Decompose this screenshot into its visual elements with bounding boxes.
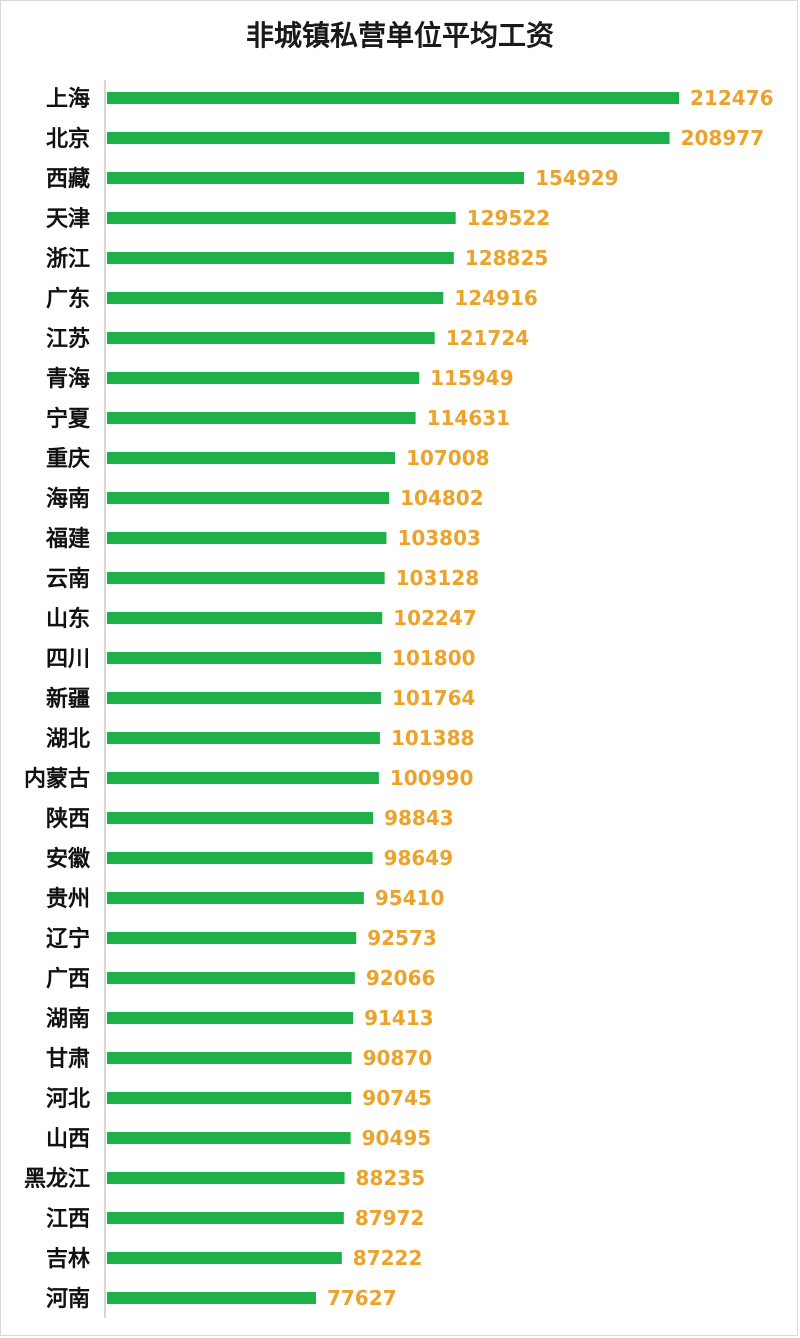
bar [107,1052,352,1064]
category-label: 福建 [45,527,90,552]
data-label: 121724 [446,326,529,350]
data-label: 90745 [362,1086,432,1110]
chart-title: 非城镇私营单位平均工资 [246,19,554,52]
bar [107,732,380,744]
category-label: 海南 [46,486,90,512]
data-label: 90495 [362,1126,432,1150]
bar [107,572,385,584]
data-label: 115949 [430,366,514,390]
bar [107,292,444,304]
bar [107,452,396,464]
category-label: 广西 [46,966,90,992]
category-label: 辽宁 [46,926,90,952]
data-label: 95410 [375,886,445,910]
category-label: 广东 [46,286,90,312]
category-label: 四川 [46,647,90,672]
data-label: 92573 [367,926,437,950]
bar [107,692,381,704]
data-label: 101388 [391,726,475,750]
category-label: 北京 [46,126,90,152]
category-label: 江苏 [46,326,90,352]
data-label: 102247 [393,606,477,630]
category-label: 甘肃 [46,1046,90,1072]
category-label: 新疆 [46,686,90,712]
category-label: 云南 [46,567,90,592]
data-label: 101800 [392,646,476,670]
data-label: 92066 [366,966,436,990]
category-label: 湖南 [46,1007,90,1032]
bar [107,132,670,144]
category-label: 西藏 [46,167,90,192]
data-label: 88235 [356,1166,426,1190]
data-label: 114631 [427,406,511,430]
category-label: 贵州 [46,887,90,912]
category-label: 黑龙江 [24,1167,90,1192]
data-label: 87222 [353,1246,423,1270]
data-label: 101764 [392,686,476,710]
data-label: 77627 [327,1286,397,1310]
data-label: 212476 [690,86,774,110]
category-label: 天津 [46,206,90,232]
bar [107,92,679,104]
data-label: 103803 [397,526,481,550]
data-label: 107008 [406,446,490,470]
bar [107,892,364,904]
category-label: 陕西 [46,807,90,832]
data-label: 124916 [454,286,538,310]
bar [107,332,435,344]
data-label: 103128 [396,566,480,590]
bar [107,1092,352,1104]
bar [107,972,355,984]
category-label: 湖北 [46,727,90,752]
data-label: 104802 [400,486,484,510]
bar [107,1132,351,1144]
category-label: 宁夏 [46,406,91,432]
data-label: 91413 [364,1006,434,1030]
category-label: 河南 [46,1287,90,1312]
bar [107,612,383,624]
bar [107,212,456,224]
category-label: 江西 [46,1207,90,1232]
category-label: 河北 [46,1087,90,1112]
bar [107,932,357,944]
bar [107,412,416,424]
category-label: 安徽 [46,846,91,872]
bar [107,772,379,784]
data-label: 100990 [390,766,474,790]
bar [107,252,454,264]
data-label: 90870 [363,1046,433,1070]
data-label: 87972 [355,1206,425,1230]
category-label: 浙江 [46,247,90,272]
data-label: 98649 [384,846,454,870]
bar [107,172,525,184]
bar [107,812,374,824]
bar [107,1012,354,1024]
category-label: 上海 [46,86,90,112]
data-label: 129522 [467,206,551,230]
data-label: 154929 [535,166,619,190]
bar [107,492,390,504]
bar [107,532,387,544]
category-label: 内蒙古 [24,766,90,792]
category-label: 重庆 [46,446,90,472]
bar [107,1212,344,1224]
bar [107,652,382,664]
bar [107,1252,342,1264]
bar [107,1292,316,1304]
bars-group: 上海 212476 北京 208977 西藏 154929 天津 129522 浙江 128825… [24,86,774,1312]
bar [107,852,373,864]
bar [107,1172,345,1184]
category-label: 青海 [46,366,90,392]
data-label: 208977 [681,126,765,150]
category-label: 山西 [46,1127,90,1152]
category-label: 山东 [46,606,90,632]
data-label: 128825 [465,246,549,270]
bar [107,372,420,384]
data-label: 98843 [384,806,454,830]
category-label: 吉林 [46,1246,90,1272]
